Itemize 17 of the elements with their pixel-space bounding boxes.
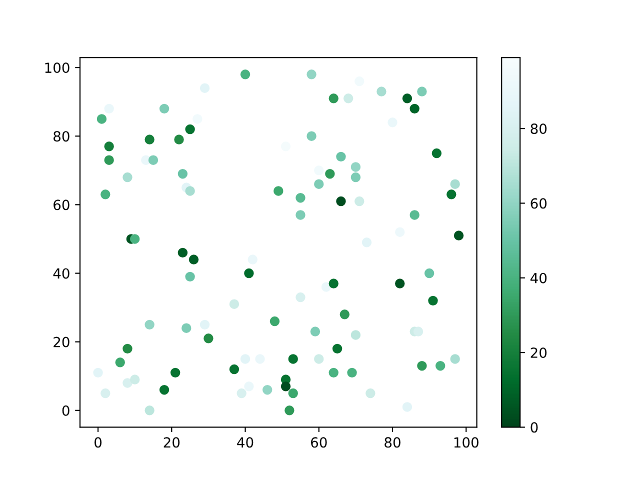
- y-tick-label: 60: [54, 200, 70, 210]
- color-bar-label: 20: [530, 348, 547, 358]
- x-tick-label: 80: [384, 437, 400, 448]
- y-tick-label: 100: [45, 62, 70, 74]
- color-bar-label: 0: [530, 422, 538, 433]
- x-tick-label: 100: [454, 437, 478, 448]
- x-tick-label: 20: [164, 437, 180, 448]
- y-tick-label: 0: [62, 405, 70, 416]
- y-tick-label: 80: [54, 131, 70, 142]
- x-tick-label: 40: [237, 437, 254, 448]
- x-tick-label: 60: [311, 437, 327, 448]
- color-bar-label: 80: [530, 124, 547, 134]
- color-bar-label: 40: [530, 272, 547, 284]
- color-bar-label: 60: [530, 198, 547, 209]
- y-tick-label: 40: [53, 268, 70, 279]
- x-tick-label: 0: [94, 437, 102, 448]
- y-tick-label: 20: [54, 336, 70, 348]
